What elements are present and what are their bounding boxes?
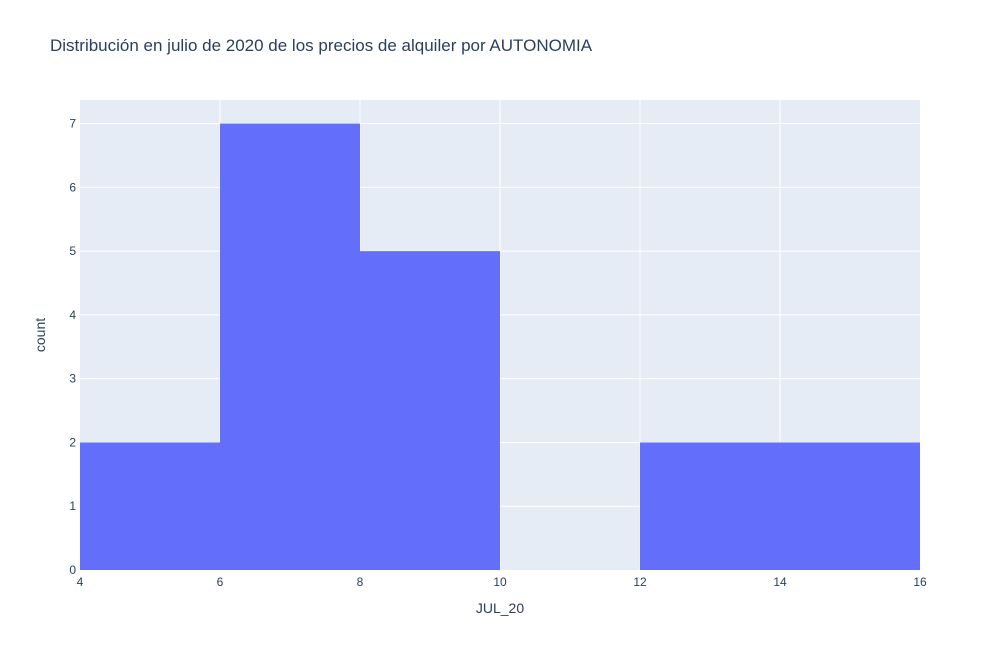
y-tick-label: 5: [69, 244, 76, 258]
x-axis-title: JUL_20: [476, 600, 524, 616]
histogram-bar[interactable]: [360, 251, 500, 570]
y-tick-label: 1: [69, 499, 76, 513]
x-tick-label: 12: [633, 575, 647, 589]
y-tick-label: 3: [69, 372, 76, 386]
y-axis-title: count: [32, 318, 48, 352]
y-axis-ticks: 0 1 2 3 4 5 6 7: [69, 117, 76, 577]
x-tick-label: 4: [77, 575, 84, 589]
y-tick-label: 7: [69, 117, 76, 131]
chart-title: Distribución en julio de 2020 de los pre…: [50, 36, 593, 55]
y-tick-label: 6: [69, 180, 76, 194]
x-axis-ticks: 4 6 8 10 12 14 16: [77, 575, 927, 589]
x-tick-label: 14: [773, 575, 787, 589]
y-tick-label: 2: [69, 435, 76, 449]
histogram-bar[interactable]: [640, 442, 780, 570]
y-tick-label: 0: [69, 563, 76, 577]
histogram-bars: [80, 123, 920, 571]
x-tick-label: 6: [217, 575, 224, 589]
histogram-bar[interactable]: [80, 442, 220, 570]
x-tick-label: 8: [357, 575, 364, 589]
histogram-bar[interactable]: [780, 442, 920, 570]
histogram-bar[interactable]: [220, 123, 360, 571]
y-tick-label: 4: [69, 308, 76, 322]
x-tick-label: 16: [913, 575, 927, 589]
x-tick-label: 10: [493, 575, 507, 589]
